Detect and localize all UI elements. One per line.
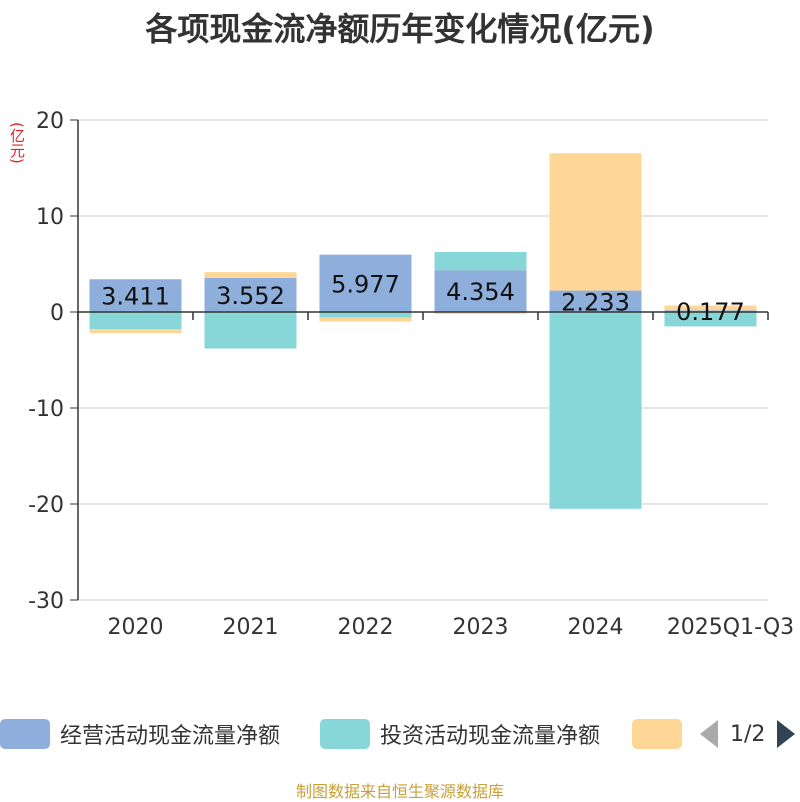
legend-item-investing[interactable]: 投资活动现金流量净额: [320, 716, 600, 752]
x-tick-label: 2025Q1-Q3: [667, 615, 794, 640]
bar-investing: [434, 251, 527, 271]
x-tick-label: 2024: [568, 615, 624, 640]
legend-item-operating[interactable]: 经营活动现金流量净额: [0, 716, 280, 752]
y-axis-unit: (亿元): [8, 122, 26, 164]
legend-swatch-operating: [0, 719, 50, 749]
legend: 经营活动现金流量净额 投资活动现金流量净额 1/2: [0, 716, 800, 756]
bar-operating: [319, 254, 412, 312]
bar-financing: [549, 153, 642, 291]
bar-investing: [319, 312, 412, 318]
data-label: 5.977: [331, 270, 400, 298]
x-tick-label: 2022: [338, 615, 394, 640]
bar-operating: [204, 277, 297, 312]
legend-swatch-financing: [632, 719, 682, 749]
legend-pager: 1/2: [700, 716, 796, 752]
data-label: 3.552: [216, 282, 285, 310]
y-tick-label: 0: [50, 301, 64, 326]
y-tick-label: -20: [28, 493, 64, 518]
legend-label-operating: 经营活动现金流量净额: [60, 724, 281, 749]
legend-next-page-icon[interactable]: [777, 720, 796, 748]
bar-operating: [89, 279, 182, 312]
legend-prev-page-icon[interactable]: [700, 720, 718, 748]
bar-chart: 20 10 0 -10 -20 -30 2020 2021 2022 2023 2024 2025Q1…: [28, 109, 794, 640]
data-label: 2.233: [561, 288, 630, 316]
chart-title: 各项现金流净额历年变化情况(亿元): [145, 10, 655, 48]
data-source-note: 制图数据来自恒生聚源数据库: [295, 782, 504, 801]
x-tick-label: 2021: [223, 615, 279, 640]
bar-investing: [89, 312, 182, 330]
bar-financing: [319, 317, 412, 322]
bar-operating: [664, 310, 757, 312]
bar-financing: [434, 312, 527, 314]
legend-swatch-investing: [320, 719, 370, 749]
data-label: 4.354: [446, 278, 515, 306]
legend-label-investing: 投资活动现金流量净额: [380, 724, 601, 749]
x-tick-label: 2020: [108, 615, 164, 640]
bar-investing: [549, 312, 642, 509]
bar-operating: [434, 270, 527, 312]
legend-page-indicator: 1/2: [730, 721, 766, 747]
y-tick-label: -10: [28, 397, 64, 422]
bar-financing: [89, 329, 182, 334]
data-label: 3.411: [101, 283, 170, 311]
bar-financing: [664, 305, 757, 311]
bar-investing: [204, 312, 297, 349]
y-tick-label: 10: [36, 205, 64, 230]
bar-financing: [204, 272, 297, 278]
bar-investing: [664, 312, 757, 327]
y-tick-label: -30: [28, 589, 64, 614]
legend-item-financing[interactable]: [632, 716, 682, 752]
bar-operating: [549, 290, 642, 312]
x-tick-label: 2023: [453, 615, 509, 640]
data-label: 0.177: [676, 298, 745, 326]
y-tick-label: 20: [36, 109, 64, 134]
